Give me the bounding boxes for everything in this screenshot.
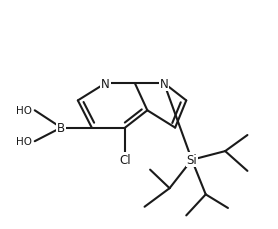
Text: N: N [101,77,110,90]
Text: HO: HO [16,106,32,116]
Text: Si: Si [187,154,197,166]
Text: B: B [57,122,65,134]
Text: HO: HO [16,137,32,147]
Text: N: N [160,77,168,90]
Text: Cl: Cl [119,154,131,166]
